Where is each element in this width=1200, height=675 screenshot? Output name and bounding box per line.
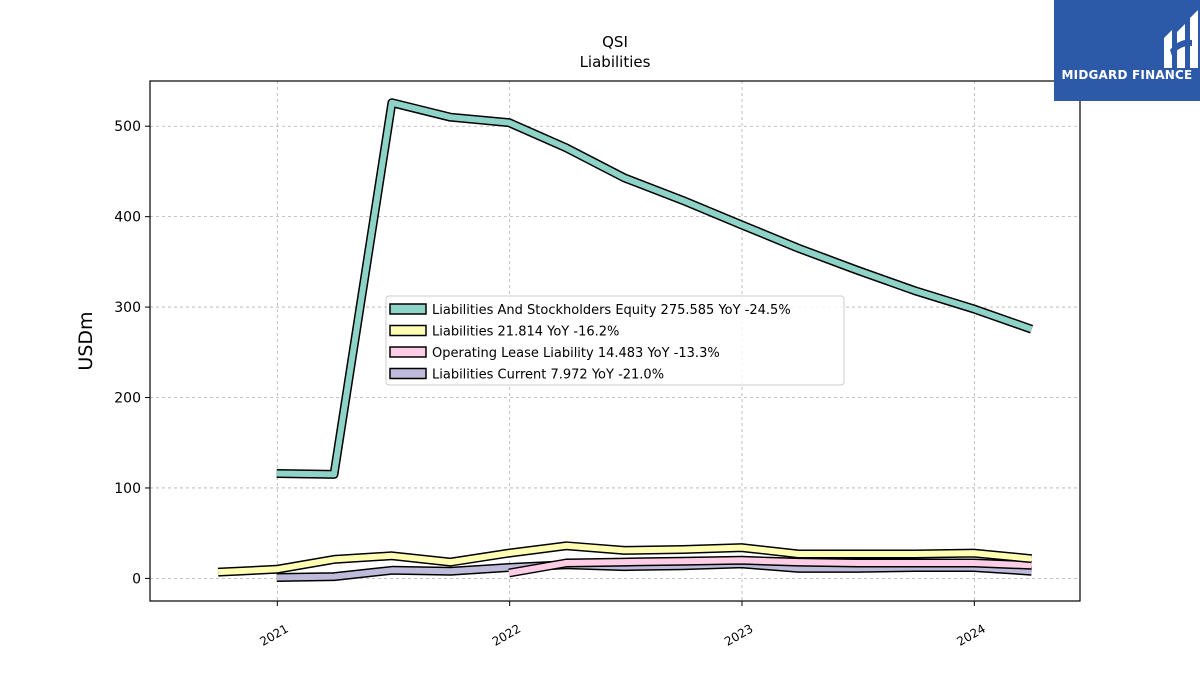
brand-logo: MIDGARD FINANCE	[1054, 0, 1200, 101]
series-line	[276, 99, 1033, 478]
y-axis: 0 100 200 300 400 500	[114, 119, 150, 587]
legend-swatch	[389, 367, 427, 380]
y-tick-label: 200	[114, 391, 141, 407]
legend: Liabilities And Stockholders Equity 275.…	[385, 295, 845, 386]
legend-entry: Liabilities Current 7.972 YoY -21.0%	[432, 368, 664, 383]
legend-entry: Liabilities 21.814 YoY -16.2%	[432, 325, 619, 340]
y-tick-label: 400	[114, 210, 141, 226]
x-tick-label: 2021	[257, 621, 290, 648]
chart-subtitle: Liabilities	[580, 53, 651, 71]
legend-entry: Operating Lease Liability 14.483 YoY -13…	[432, 346, 720, 361]
y-tick-label: 100	[114, 481, 141, 497]
legend-swatch	[389, 346, 427, 358]
x-tick-label: 2022	[490, 621, 523, 648]
chart-title: QSI	[602, 33, 628, 51]
legend-box	[385, 295, 845, 386]
legend-swatch	[389, 324, 427, 337]
series-layer	[217, 98, 1034, 582]
y-tick-label: 0	[132, 571, 141, 587]
y-tick-label: 500	[114, 119, 141, 135]
x-axis: 2021 2022 2023 2024	[257, 601, 988, 649]
series-line	[508, 557, 1032, 576]
legend-swatch	[389, 303, 427, 315]
series-line-outline	[276, 98, 1034, 479]
logo-mark-icon	[1164, 10, 1198, 68]
brand-name: MIDGARD FINANCE	[1061, 68, 1193, 82]
series-line	[217, 542, 1032, 576]
plot-frame	[149, 80, 1081, 602]
x-tick-label: 2024	[954, 621, 987, 648]
x-tick-label: 2023	[722, 621, 755, 648]
y-tick-label: 300	[114, 300, 141, 316]
legend-entry: Liabilities And Stockholders Equity 275.…	[432, 303, 791, 318]
y-axis-label: USDm	[75, 311, 97, 370]
